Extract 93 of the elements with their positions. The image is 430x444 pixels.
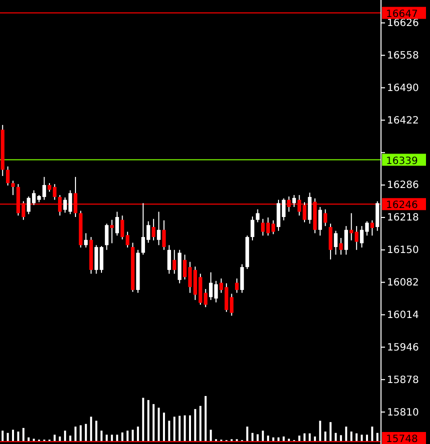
bar xyxy=(314,436,316,441)
candlestick xyxy=(6,166,10,186)
bar xyxy=(340,435,342,441)
bar xyxy=(356,433,358,441)
bar xyxy=(246,426,248,441)
bar xyxy=(106,434,108,441)
candlestick xyxy=(334,230,338,256)
y-tick-label: 16150 xyxy=(387,245,419,256)
bar xyxy=(272,437,274,441)
bar xyxy=(95,420,98,441)
y-tick-label: 16422 xyxy=(387,115,419,126)
y-tick-label: 16558 xyxy=(387,50,419,62)
y-tick-label: 16082 xyxy=(387,278,419,289)
y-tick-label: 16014 xyxy=(387,310,419,321)
bar xyxy=(173,416,176,441)
bar xyxy=(324,432,326,441)
bar xyxy=(64,430,66,441)
bar xyxy=(330,422,332,441)
bar xyxy=(319,420,322,441)
bar xyxy=(126,430,129,441)
bar xyxy=(251,432,254,441)
bar xyxy=(256,434,259,441)
bar xyxy=(100,430,103,441)
bar xyxy=(194,409,196,441)
bar xyxy=(12,430,14,441)
bar xyxy=(168,420,170,441)
bar xyxy=(298,436,300,441)
bar xyxy=(199,406,202,441)
bar xyxy=(178,416,181,441)
bar xyxy=(376,432,378,441)
bar xyxy=(22,428,24,441)
bar xyxy=(2,430,4,441)
candlestick xyxy=(156,211,161,246)
y-tick-label: 15810 xyxy=(387,407,419,418)
bar xyxy=(360,434,363,441)
bar xyxy=(136,426,139,441)
candlestick xyxy=(292,194,296,208)
bar xyxy=(6,432,9,441)
bar xyxy=(147,400,150,441)
bar xyxy=(142,398,144,441)
candlestick xyxy=(104,223,109,250)
bar xyxy=(80,425,82,441)
bar xyxy=(69,436,72,441)
bar xyxy=(74,426,76,441)
bar xyxy=(162,412,165,441)
candlestick xyxy=(308,192,312,224)
bar xyxy=(132,430,134,441)
bar xyxy=(58,436,61,441)
bar xyxy=(304,433,306,441)
candlestick xyxy=(256,208,260,223)
bar xyxy=(282,436,285,441)
bar xyxy=(308,433,311,441)
bar xyxy=(84,424,87,441)
ref-line-label: 15748 xyxy=(386,434,418,444)
bar xyxy=(334,432,337,441)
candlestick xyxy=(318,206,322,236)
bar xyxy=(210,430,212,441)
candlestick xyxy=(115,211,119,236)
bar xyxy=(350,432,352,441)
y-tick-label: 16218 xyxy=(387,212,419,224)
candlestick xyxy=(250,216,254,241)
bar xyxy=(345,426,348,441)
bar xyxy=(121,432,124,441)
bar xyxy=(204,396,207,441)
ref-line-label: 16246 xyxy=(386,200,418,212)
bar xyxy=(371,426,374,441)
bar xyxy=(158,408,160,441)
y-tick-label: 15946 xyxy=(387,342,419,354)
candlestick xyxy=(240,264,244,294)
ref-line-label: 16339 xyxy=(386,156,418,167)
bar xyxy=(366,434,368,441)
y-tick-label: 16490 xyxy=(387,82,419,94)
bar xyxy=(17,432,20,441)
bar xyxy=(152,404,155,441)
bar xyxy=(184,415,186,441)
bar xyxy=(110,434,113,441)
y-tick-label: 16286 xyxy=(387,180,419,192)
candlestick xyxy=(11,180,15,196)
bar xyxy=(267,436,270,441)
candlestick xyxy=(84,232,88,248)
bar xyxy=(116,434,118,441)
bar xyxy=(189,415,191,441)
ref-line-label: 16647 xyxy=(386,8,418,20)
bar xyxy=(90,416,92,441)
candlestick xyxy=(167,244,171,274)
y-tick-label: 16626 xyxy=(387,18,419,30)
candlestick xyxy=(261,218,265,236)
bar xyxy=(277,437,280,441)
y-tick-label: 15878 xyxy=(387,374,419,386)
bar xyxy=(262,430,264,441)
bar xyxy=(28,437,30,441)
bar xyxy=(54,434,56,441)
candlestick xyxy=(344,226,348,256)
